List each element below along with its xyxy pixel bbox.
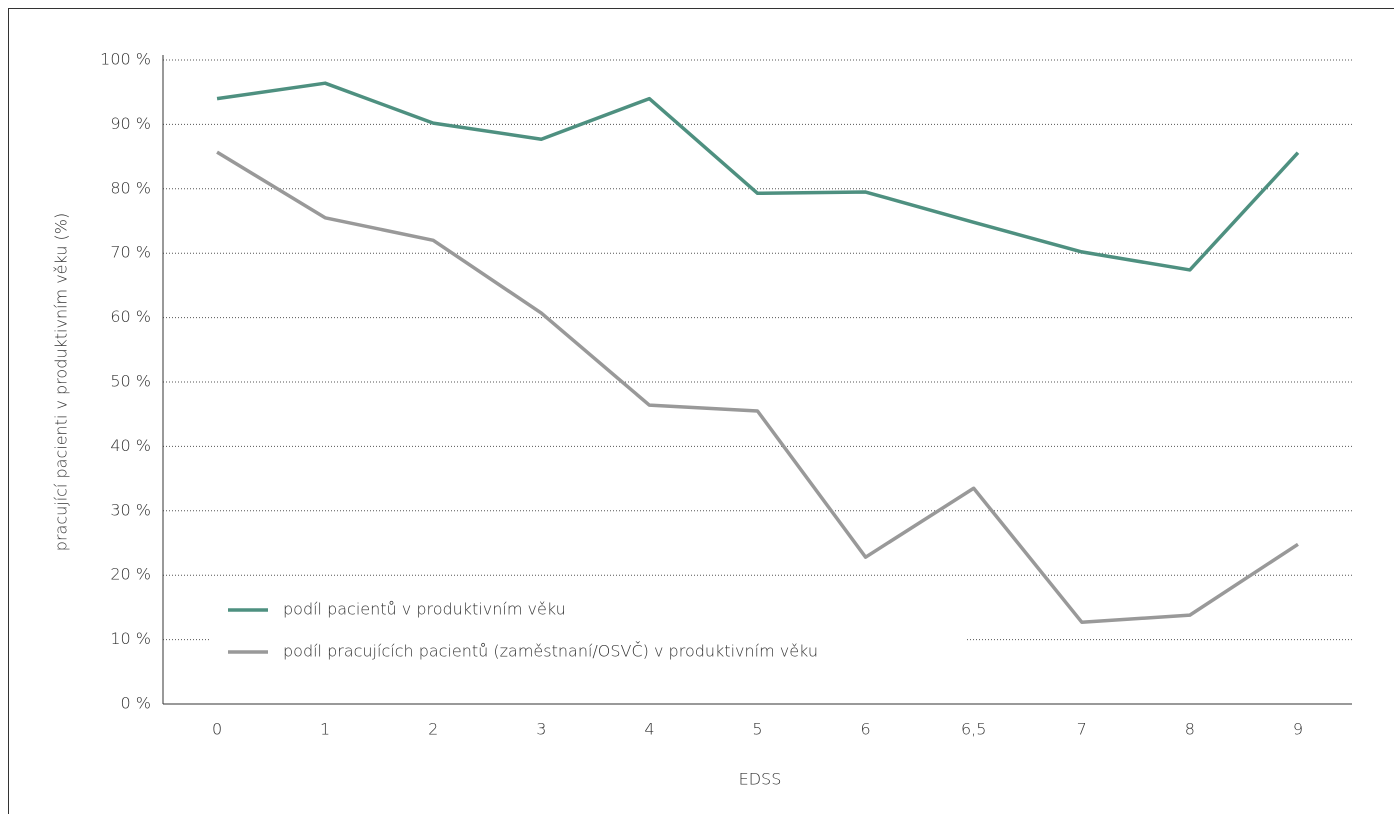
y-tick-label: 20 % xyxy=(110,565,151,584)
y-axis-label: pracující pacienti v produktivním věku (… xyxy=(52,213,71,551)
y-tick-label: 60 % xyxy=(110,307,151,326)
y-tick-label: 40 % xyxy=(110,436,151,455)
x-tick-label: 6 xyxy=(860,720,870,739)
x-tick-label: 4 xyxy=(644,720,654,739)
x-axis-label: EDSS xyxy=(739,770,782,789)
legend-label: podíl pacientů v produktivním věku xyxy=(283,600,566,619)
series-line xyxy=(216,81,1300,272)
x-tick-label: 3 xyxy=(536,720,546,739)
legend-box xyxy=(210,590,965,672)
x-tick-label: 7 xyxy=(1077,720,1087,739)
x-tick-label: 1 xyxy=(320,720,330,739)
series-line xyxy=(216,150,1299,624)
y-tick-label: 100 % xyxy=(100,50,151,69)
legend-label: podíl pracujících pacientů (zaměstnaní/O… xyxy=(283,642,818,661)
x-tick-label: 5 xyxy=(752,720,762,739)
x-tick-label: 8 xyxy=(1185,720,1195,739)
y-tick-label: 90 % xyxy=(110,114,151,133)
x-tick-label: 0 xyxy=(212,720,222,739)
frame xyxy=(8,8,1394,814)
y-tick-label: 80 % xyxy=(110,178,151,197)
y-tick-label: 70 % xyxy=(110,243,151,262)
x-tick-label: 2 xyxy=(428,720,438,739)
y-tick-label: 50 % xyxy=(110,372,151,391)
y-tick-label: 0 % xyxy=(121,694,151,713)
y-tick-label: 10 % xyxy=(110,629,151,648)
x-tick-label: 6,5 xyxy=(961,720,986,739)
x-tick-label: 9 xyxy=(1293,720,1303,739)
y-tick-label: 30 % xyxy=(110,500,151,519)
